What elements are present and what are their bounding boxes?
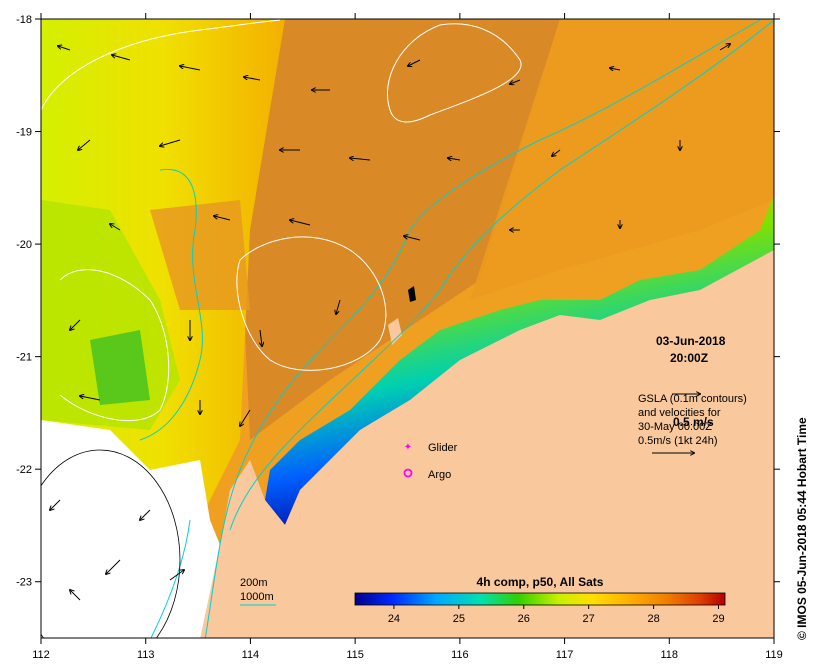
- isobath-200m: [229, 19, 774, 531]
- argo-label: Argo: [428, 469, 451, 481]
- lon-tick-label: 113: [137, 649, 155, 661]
- colorbar-title: 4h comp, p50, All Sats: [477, 575, 604, 589]
- velocity-arrows: [50, 44, 730, 601]
- colorbar-tick-label: 28: [647, 613, 659, 625]
- gsla-note-line3: 30-May 00:00Z: [638, 421, 712, 433]
- colorbar-tick-label: 26: [518, 613, 530, 625]
- lat-tick-label: -19: [16, 127, 32, 139]
- isobath-west: [139, 168, 203, 441]
- colorbar-tick-label: 29: [712, 613, 724, 625]
- lat-tick-label: -23: [16, 577, 32, 589]
- lon-tick-label: 112: [32, 649, 50, 661]
- map-date: 03-Jun-2018: [656, 334, 726, 348]
- sst-field-mid-orange: [150, 200, 250, 310]
- eddy-circulation: [41, 449, 181, 638]
- sst-field-warm-swath: [240, 19, 560, 440]
- lon-tick-label: 115: [346, 649, 364, 661]
- gsla-note-line4: 0.5m/s (1kt 24h): [638, 435, 717, 447]
- land-mass: [200, 250, 774, 638]
- latitude-axis: -18 -19 -20 -21 -22 -23: [16, 14, 780, 589]
- isobath-legend-200: 200m: [240, 577, 268, 589]
- island-north: [388, 318, 402, 345]
- isobath-southwest: [150, 519, 191, 638]
- lon-tick-label: 114: [242, 649, 260, 661]
- glider-label: Glider: [428, 442, 458, 454]
- map-time: 20:00Z: [670, 351, 708, 365]
- gsla-contour-north: [386, 23, 522, 123]
- colorbar-tick-label: 24: [388, 613, 400, 625]
- lon-tick-label: 116: [451, 649, 469, 661]
- glider-icon: ✦: [404, 442, 412, 453]
- map-frame: [40, 18, 775, 639]
- gsla-note-line2: and velocities for: [638, 407, 721, 419]
- lon-tick-label: 117: [556, 649, 574, 661]
- lon-tick-label: 119: [765, 649, 783, 661]
- gsla-contour-west: [59, 269, 170, 422]
- lon-tick-label: 118: [661, 649, 679, 661]
- gsla-note-line1: GSLA (0.1m contours): [638, 393, 747, 405]
- sst-field-west-patches: [90, 330, 150, 405]
- lat-tick-label: -18: [16, 14, 32, 26]
- side-credit: © IMOS 05-Jun-2018 05:44 Hobart Time: [795, 417, 809, 640]
- isobath-legend-1000: 1000m: [240, 591, 274, 603]
- colorbar: [354, 592, 726, 606]
- lat-tick-label: -21: [16, 352, 32, 364]
- colorbar-tick-label: 25: [453, 613, 465, 625]
- isobath-1000m: [204, 19, 761, 638]
- colorbar-tick-label: 27: [583, 613, 595, 625]
- longitude-axis: 112 113 114 115 116 117 118 119: [32, 13, 783, 661]
- map-plot-area: ✦: [41, 19, 774, 638]
- gsla-contour-nw: [41, 19, 281, 111]
- lat-tick-label: -22: [16, 464, 32, 476]
- gsla-note-overlay: 0.5 m/s: [673, 415, 714, 429]
- lat-tick-label: -20: [16, 239, 32, 251]
- island-small: [408, 286, 416, 302]
- sst-field-east-band: [470, 19, 774, 300]
- gsla-contour-eddy: [236, 236, 387, 371]
- argo-icon: [403, 468, 413, 478]
- colorbar-ticks: 24 25 26 27 28 29: [388, 605, 725, 625]
- no-data-patch: [41, 420, 220, 638]
